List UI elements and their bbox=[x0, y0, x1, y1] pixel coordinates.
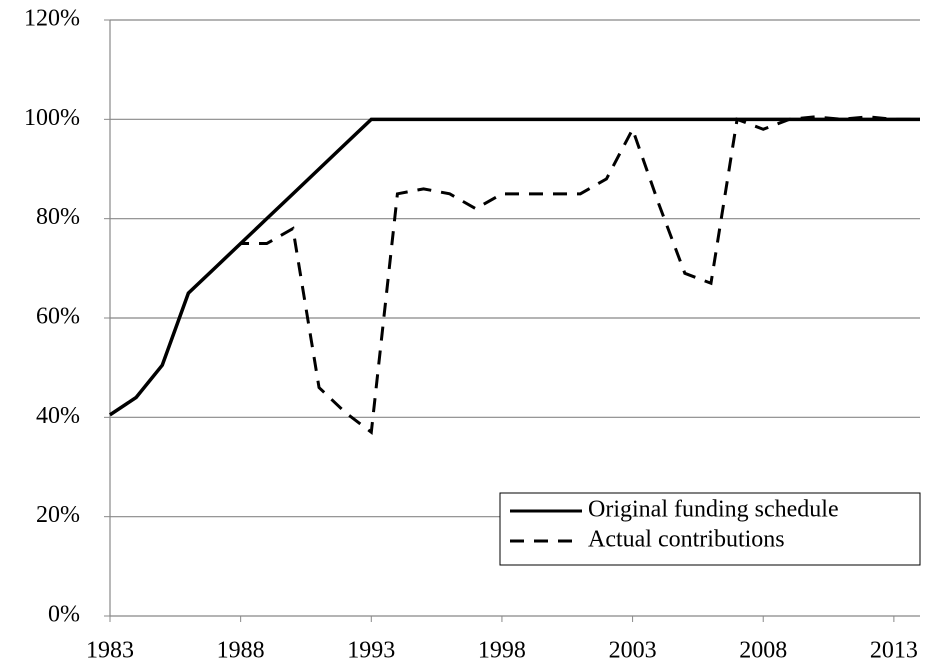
x-tick-label: 1993 bbox=[347, 638, 395, 664]
y-tick-label: 80% bbox=[36, 204, 80, 230]
y-tick-label: 40% bbox=[36, 403, 80, 429]
legend-label: Actual contributions bbox=[588, 527, 785, 553]
y-tick-label: 60% bbox=[36, 304, 80, 330]
y-tick-label: 20% bbox=[36, 502, 80, 528]
legend-label: Original funding schedule bbox=[588, 497, 839, 523]
legend-box bbox=[499, 492, 921, 566]
y-tick-label: 100% bbox=[24, 105, 80, 131]
x-tick-label: 2008 bbox=[739, 638, 787, 664]
x-tick-label: 1998 bbox=[478, 638, 526, 664]
x-tick-label: 1983 bbox=[86, 638, 134, 664]
x-tick-label: 1988 bbox=[217, 638, 265, 664]
line-series bbox=[109, 117, 920, 417]
y-tick-label: 120% bbox=[24, 6, 80, 32]
x-tick-label: 2003 bbox=[609, 638, 657, 664]
x-tick-label: 2013 bbox=[870, 638, 918, 664]
line-series bbox=[109, 115, 920, 436]
y-tick-label: 0% bbox=[48, 602, 80, 628]
